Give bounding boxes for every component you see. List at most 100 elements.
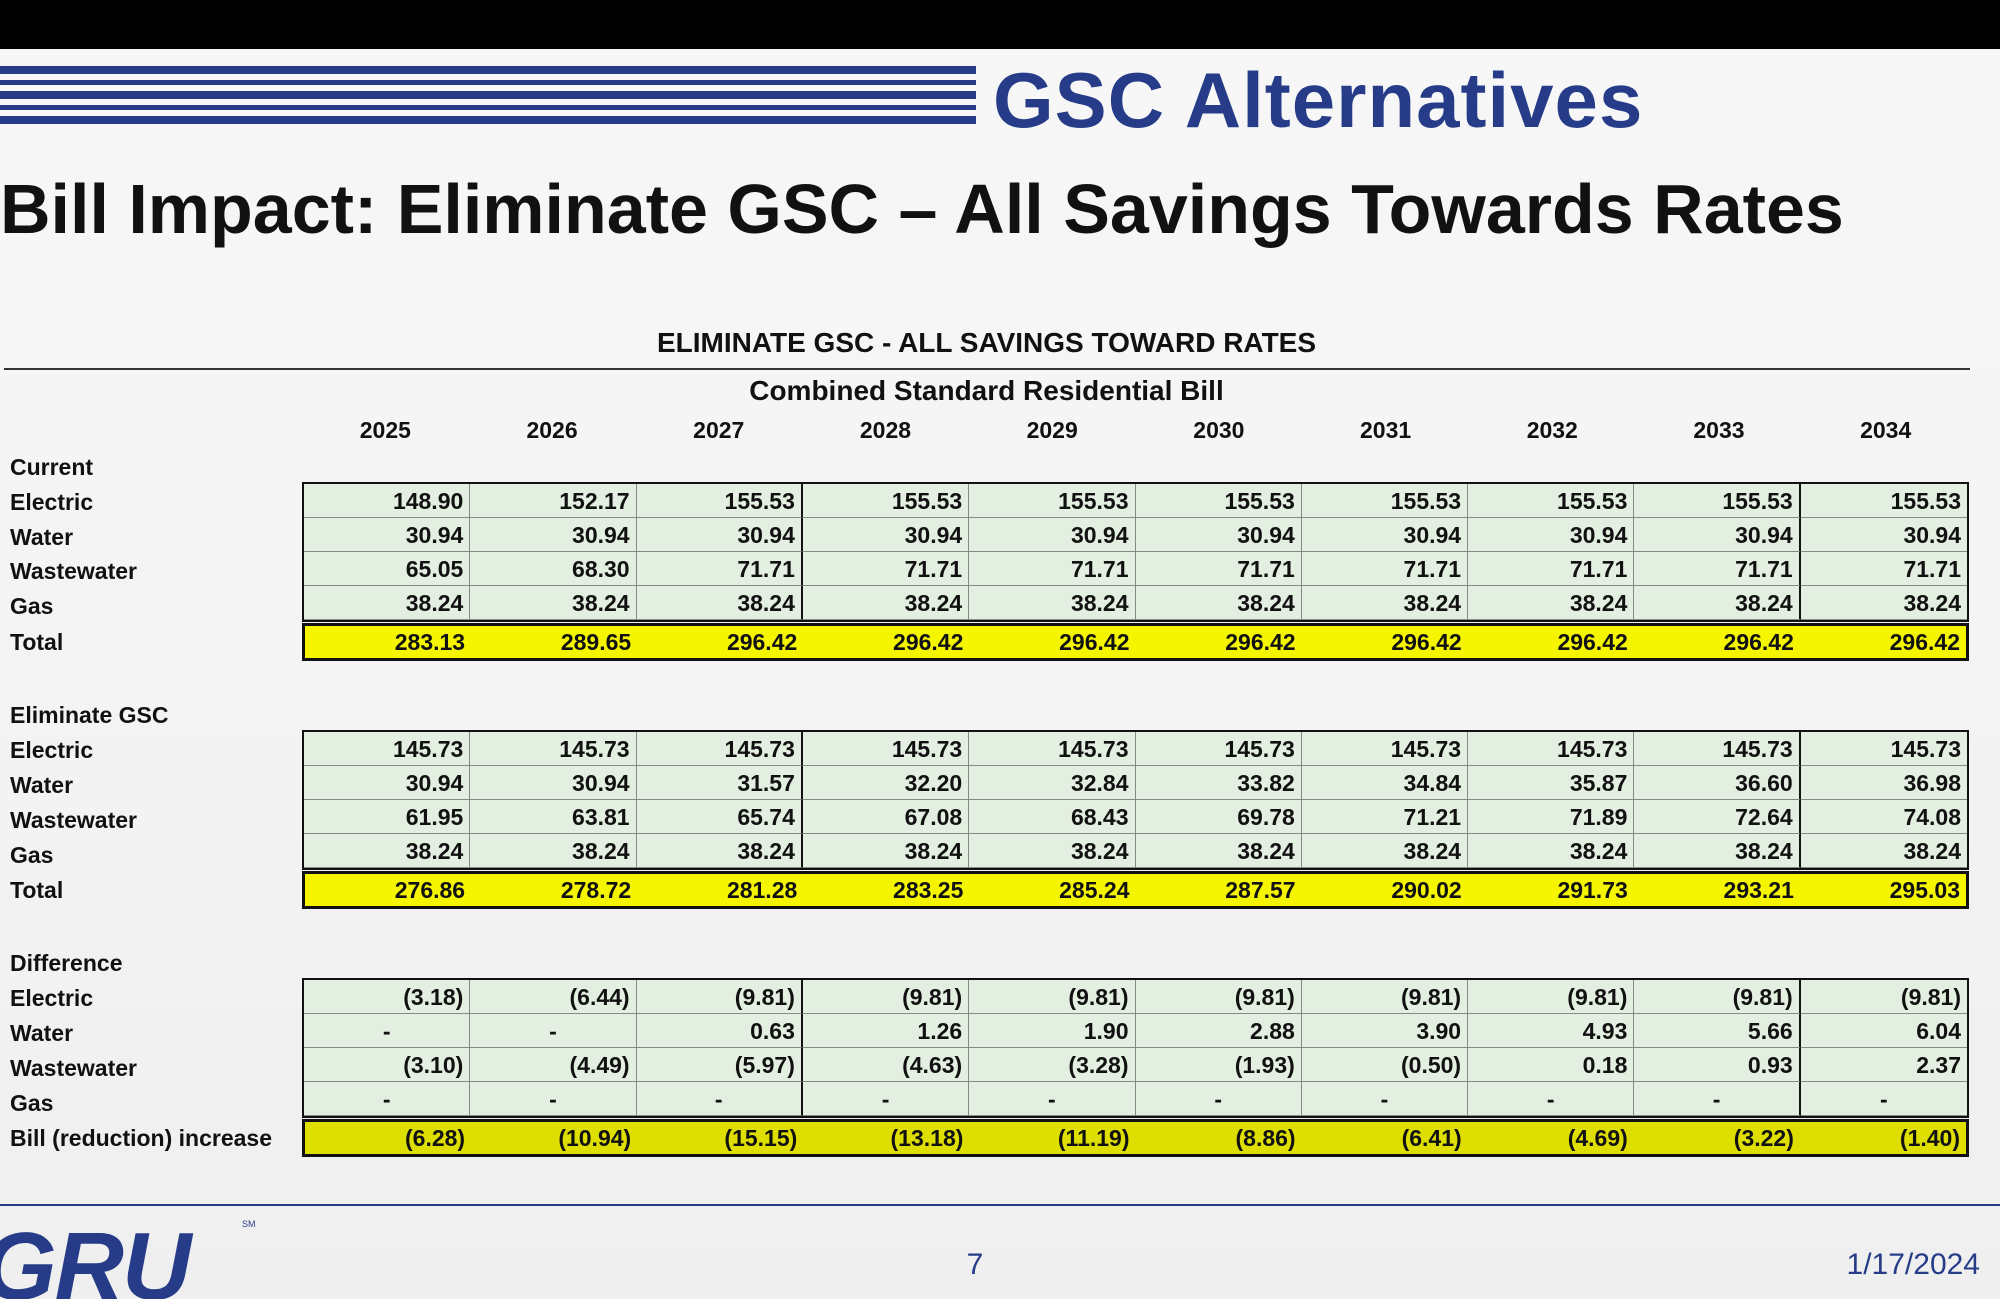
table-cell: 30.94 — [636, 518, 803, 552]
total-cell: (6.41) — [1301, 1122, 1468, 1154]
table-cell: 152.17 — [470, 484, 637, 518]
total-cell: 276.86 — [305, 874, 472, 906]
table-cell: - — [1634, 1082, 1801, 1116]
table-cell: (4.49) — [470, 1048, 637, 1082]
table-cell: 71.89 — [1468, 800, 1635, 834]
total-cell: 295.03 — [1799, 874, 1966, 906]
total-cell: 278.72 — [471, 874, 638, 906]
table-cell: 32.84 — [969, 766, 1136, 800]
table-cell: (9.81) — [1135, 980, 1302, 1014]
row-label: Gas — [10, 842, 54, 868]
table-cell: - — [636, 1082, 803, 1116]
table-cell: 71.21 — [1301, 800, 1469, 834]
row-label: Gas — [10, 1090, 54, 1116]
row-label: Water — [10, 1020, 74, 1046]
table-cell: 3.90 — [1301, 1014, 1469, 1048]
row-label: Electric — [10, 489, 94, 515]
table-cell: 38.24 — [470, 834, 637, 868]
table-cell: 1.26 — [802, 1014, 970, 1048]
table-cell: 38.24 — [1634, 834, 1801, 868]
table-cell: 36.60 — [1634, 766, 1801, 800]
table-cell: 6.04 — [1800, 1014, 1967, 1048]
table-cell: 63.81 — [470, 800, 637, 834]
table-cell: 145.73 — [969, 732, 1136, 766]
table-cell: 38.24 — [470, 586, 637, 620]
table-cell: 155.53 — [1301, 484, 1469, 518]
table-cell: 38.24 — [636, 834, 803, 868]
table-cell: 38.24 — [304, 586, 471, 620]
section-label-difference: Difference — [10, 950, 123, 976]
table-cell: 38.24 — [1468, 586, 1635, 620]
table-cell: 38.24 — [969, 586, 1136, 620]
year-header: 2027 — [693, 417, 745, 443]
table-cell: 155.53 — [802, 484, 970, 518]
year-header: 2028 — [859, 417, 912, 443]
table-cell: (4.63) — [802, 1048, 970, 1082]
total-cell: (8.86) — [1135, 1122, 1302, 1154]
table-cell: 155.53 — [1468, 484, 1635, 518]
table-cell: 155.53 — [1800, 484, 1967, 518]
total-cell: 293.21 — [1633, 874, 1800, 906]
table-cell: 31.57 — [636, 766, 803, 800]
row-label: Electric — [10, 985, 94, 1011]
table-cell: 38.24 — [1634, 586, 1801, 620]
table-cell: (6.44) — [470, 980, 637, 1014]
table-cell: 34.84 — [1301, 766, 1469, 800]
year-header: 2029 — [1026, 417, 1078, 443]
table-cell: 148.90 — [304, 484, 471, 518]
total-cell: 296.42 — [803, 626, 970, 658]
year-header: 2025 — [359, 417, 411, 443]
table-cell: 145.73 — [1301, 732, 1469, 766]
table-cell: 30.94 — [470, 518, 637, 552]
table-cell: (1.93) — [1135, 1048, 1302, 1082]
table-cell: - — [470, 1014, 637, 1048]
total-cell: (15.15) — [637, 1122, 804, 1154]
table-cell: 71.71 — [636, 552, 803, 586]
table-cell: 145.73 — [1135, 732, 1302, 766]
table-cell: 38.24 — [1301, 586, 1469, 620]
gru-logo: GRU — [0, 1213, 191, 1299]
row-label: Water — [10, 524, 74, 550]
table-cell: 30.94 — [304, 766, 471, 800]
table-cell: - — [1301, 1082, 1469, 1116]
table-cell: 4.93 — [1468, 1014, 1635, 1048]
table-cell: (9.81) — [1468, 980, 1635, 1014]
table-cell: 38.24 — [1800, 586, 1967, 620]
table-cell: 5.66 — [1634, 1014, 1801, 1048]
table-cell: - — [1135, 1082, 1302, 1116]
total-cell: 296.42 — [1633, 626, 1800, 658]
table-cell: 145.73 — [1634, 732, 1801, 766]
slide-date: 1/17/2024 — [1846, 1248, 1980, 1281]
table-cell: 71.71 — [969, 552, 1136, 586]
total-cell: (6.28) — [305, 1122, 472, 1154]
total-cell: 291.73 — [1467, 874, 1634, 906]
table-cell: - — [304, 1014, 471, 1048]
row-label: Gas — [10, 593, 54, 619]
table-cell: 155.53 — [1135, 484, 1302, 518]
row-label: Wastewater — [10, 1055, 137, 1081]
table-cell: 38.24 — [969, 834, 1136, 868]
section-label-eliminate: Eliminate GSC — [10, 702, 169, 728]
slide: GSC Alternatives Bill Impact: Eliminate … — [0, 49, 2000, 1299]
table-cell: (3.28) — [969, 1048, 1136, 1082]
row-label: Electric — [10, 737, 94, 763]
table-cell: 69.78 — [1135, 800, 1302, 834]
difference-total-row: (6.28) (10.94) (15.15) (13.18) (11.19) (8.86)… — [302, 1119, 1969, 1157]
year-header: 2032 — [1526, 417, 1578, 443]
table-cell: - — [1468, 1082, 1635, 1116]
table-cell: 68.30 — [470, 552, 637, 586]
table-cell: 30.94 — [470, 766, 637, 800]
row-label: Water — [10, 772, 74, 798]
table-cell: 30.94 — [802, 518, 970, 552]
year-header: 2030 — [1193, 417, 1245, 443]
total-cell: (11.19) — [969, 1122, 1136, 1154]
table-cell: 30.94 — [1800, 518, 1967, 552]
logo-service-mark: SM — [242, 1219, 256, 1229]
table-cell: 30.94 — [969, 518, 1136, 552]
current-total-row: 283.13 289.65 296.42 296.42 296.42 296.42 296.… — [302, 623, 1969, 661]
total-cell: 283.13 — [305, 626, 472, 658]
total-cell: (4.69) — [1467, 1122, 1634, 1154]
table-cell: 38.24 — [802, 586, 970, 620]
table-cell: 72.64 — [1634, 800, 1801, 834]
total-cell: 281.28 — [637, 874, 804, 906]
